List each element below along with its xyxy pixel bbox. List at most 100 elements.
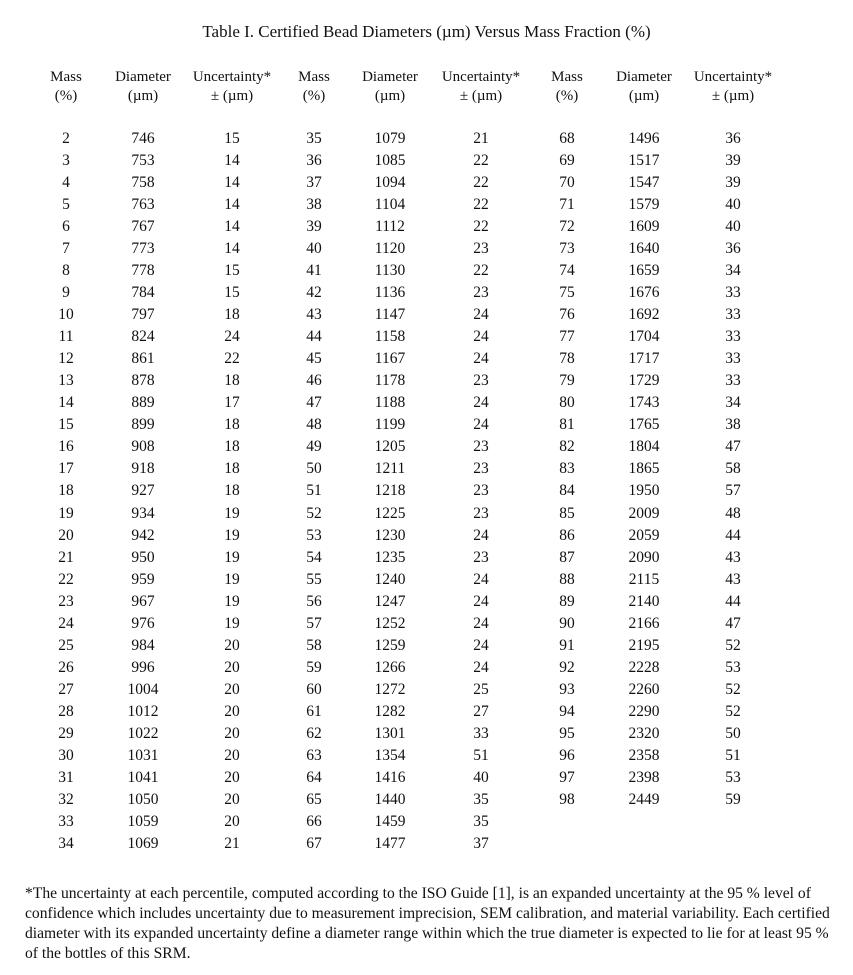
cell-mass: 57 bbox=[306, 614, 322, 632]
cell-mass: 2 bbox=[62, 130, 70, 147]
cell-uncertainty: 15 bbox=[224, 284, 240, 302]
cell-diameter: 824 bbox=[131, 328, 155, 346]
cell-mass: 6 bbox=[62, 218, 70, 236]
cell-uncertainty: 34 bbox=[725, 394, 741, 412]
cell-mass: 70 bbox=[559, 174, 575, 192]
cell-diameter: 778 bbox=[131, 262, 155, 280]
cell-uncertainty: 19 bbox=[224, 548, 240, 566]
cell-mass: 98 bbox=[559, 790, 575, 808]
cell-mass: 28 bbox=[58, 702, 74, 720]
cell-uncertainty: 22 bbox=[473, 152, 489, 170]
cell-diameter: 1188 bbox=[374, 394, 406, 412]
cell-mass: 87 bbox=[559, 548, 575, 566]
cell-diameter: 1205 bbox=[374, 438, 406, 456]
cell-diameter: 2090 bbox=[628, 548, 660, 566]
cell-uncertainty: 23 bbox=[473, 240, 489, 258]
cell-diameter: 1240 bbox=[374, 570, 406, 588]
cell-uncertainty: 15 bbox=[224, 130, 240, 147]
cell-uncertainty: 36 bbox=[725, 130, 741, 147]
cell-uncertainty: 14 bbox=[224, 196, 240, 214]
cell-diameter: 889 bbox=[131, 394, 155, 412]
cell-uncertainty: 24 bbox=[473, 636, 489, 654]
cell-mass: 86 bbox=[559, 526, 575, 544]
cell-diameter: 908 bbox=[131, 438, 155, 456]
cell-diameter: 1704 bbox=[628, 328, 660, 346]
cell-uncertainty: 20 bbox=[224, 702, 240, 720]
cell-uncertainty: 47 bbox=[725, 614, 741, 632]
column-unit-mass: (%) bbox=[54, 88, 78, 104]
cell-uncertainty: 24 bbox=[473, 570, 489, 588]
cell-diameter: 1235 bbox=[374, 548, 406, 566]
cell-diameter: 1022 bbox=[127, 724, 159, 742]
cell-uncertainty: 27 bbox=[473, 702, 489, 720]
cell-mass: 3 bbox=[62, 152, 70, 170]
cell-uncertainty: 33 bbox=[725, 306, 741, 324]
cell-diameter: 2228 bbox=[628, 658, 660, 676]
cell-mass: 63 bbox=[306, 746, 322, 764]
cell-mass: 59 bbox=[306, 658, 322, 676]
column-unit-uncertainty: ± (µm) bbox=[459, 88, 503, 104]
cell-diameter: 2059 bbox=[628, 526, 660, 544]
cell-uncertainty: 15 bbox=[224, 262, 240, 280]
column-header-mass: Mass bbox=[551, 69, 583, 85]
cell-uncertainty: 59 bbox=[725, 790, 741, 808]
cell-mass: 51 bbox=[306, 482, 322, 500]
cell-uncertainty: 35 bbox=[473, 790, 489, 808]
column-header-uncertainty: Uncertainty* bbox=[192, 69, 272, 85]
cell-diameter: 2166 bbox=[628, 614, 660, 632]
cell-diameter: 2009 bbox=[628, 504, 660, 522]
cell-mass: 72 bbox=[559, 218, 575, 236]
cell-uncertainty: 14 bbox=[224, 218, 240, 236]
cell-mass: 4 bbox=[62, 174, 70, 192]
cell-diameter: 967 bbox=[131, 592, 155, 610]
cell-uncertainty: 19 bbox=[224, 570, 240, 588]
cell-uncertainty: 24 bbox=[473, 328, 489, 346]
cell-uncertainty: 18 bbox=[224, 306, 240, 324]
cell-mass: 29 bbox=[58, 724, 74, 742]
cell-diameter: 1282 bbox=[374, 702, 406, 720]
cell-diameter: 1676 bbox=[628, 284, 660, 302]
cell-diameter: 2260 bbox=[628, 680, 660, 698]
cell-uncertainty: 23 bbox=[473, 284, 489, 302]
column-unit-diameter: (µm) bbox=[628, 88, 660, 104]
cell-uncertainty: 23 bbox=[473, 460, 489, 478]
cell-uncertainty: 39 bbox=[725, 152, 741, 170]
cell-uncertainty: 52 bbox=[725, 680, 741, 698]
cell-uncertainty: 23 bbox=[473, 372, 489, 390]
cell-diameter: 1230 bbox=[374, 526, 406, 544]
cell-mass: 65 bbox=[306, 790, 322, 808]
cell-uncertainty: 53 bbox=[725, 658, 741, 676]
cell-mass: 15 bbox=[58, 416, 74, 434]
cell-diameter: 959 bbox=[131, 570, 155, 588]
cell-diameter: 1266 bbox=[374, 658, 406, 676]
column-header-diameter: Diameter bbox=[362, 69, 418, 85]
cell-mass: 36 bbox=[306, 152, 322, 170]
cell-mass: 18 bbox=[58, 482, 74, 500]
cell-diameter: 1130 bbox=[374, 262, 406, 280]
cell-diameter: 1729 bbox=[628, 372, 660, 390]
cell-mass: 45 bbox=[306, 350, 322, 368]
cell-mass: 76 bbox=[559, 306, 575, 324]
cell-mass: 64 bbox=[306, 768, 322, 786]
cell-uncertainty: 22 bbox=[473, 262, 489, 280]
cell-mass: 54 bbox=[306, 548, 322, 566]
cell-uncertainty: 52 bbox=[725, 702, 741, 720]
cell-uncertainty: 24 bbox=[473, 592, 489, 610]
cell-mass: 53 bbox=[306, 526, 322, 544]
cell-mass: 67 bbox=[306, 834, 322, 852]
cell-uncertainty: 23 bbox=[473, 548, 489, 566]
cell-diameter: 1211 bbox=[374, 460, 406, 478]
cell-mass: 21 bbox=[58, 548, 74, 566]
cell-mass: 80 bbox=[559, 394, 575, 412]
cell-diameter: 899 bbox=[131, 416, 155, 434]
cell-diameter: 1517 bbox=[628, 152, 660, 170]
cell-mass: 90 bbox=[559, 614, 575, 632]
cell-diameter: 2398 bbox=[628, 768, 660, 786]
cell-uncertainty: 51 bbox=[725, 746, 741, 764]
cell-mass: 8 bbox=[62, 262, 70, 280]
cell-mass: 5 bbox=[62, 196, 70, 214]
cell-uncertainty: 18 bbox=[224, 416, 240, 434]
cell-uncertainty: 25 bbox=[473, 680, 489, 698]
column-header-diameter: Diameter bbox=[115, 69, 171, 85]
cell-mass: 32 bbox=[58, 790, 74, 808]
